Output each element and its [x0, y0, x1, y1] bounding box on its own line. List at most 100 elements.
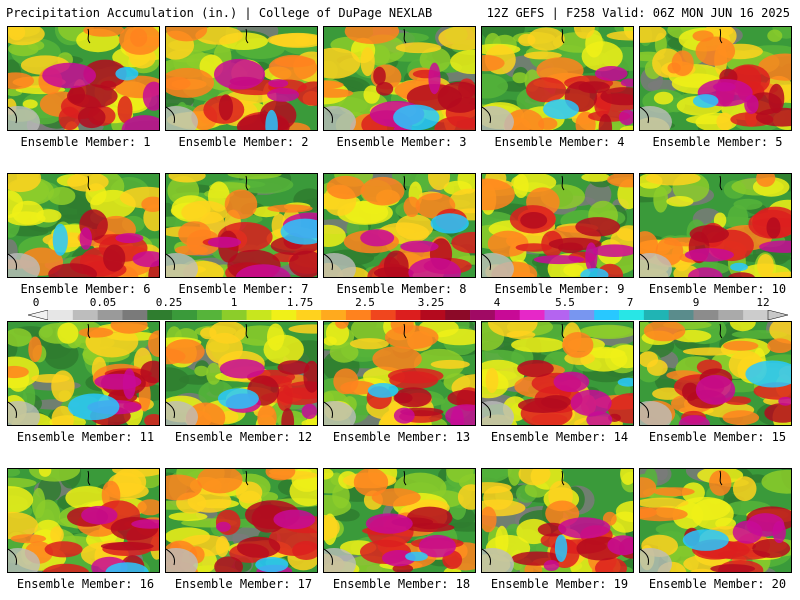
precip-contour: [22, 99, 38, 109]
precip-contour: [666, 196, 694, 207]
dry-area: [8, 253, 40, 277]
precip-contour: [376, 82, 394, 96]
precip-map: [323, 468, 476, 573]
precip-contour: [144, 414, 159, 425]
precip-contour: [482, 178, 515, 211]
precip-contour: [367, 383, 399, 398]
precip-contour: [360, 47, 375, 77]
precip-contour: [393, 104, 440, 130]
colorbar-tick-label: 0: [32, 296, 40, 309]
precip-contour: [265, 469, 296, 481]
precip-contour: [482, 55, 505, 72]
precip-contour: [653, 91, 674, 105]
precip-contour: [722, 410, 760, 425]
precip-map: [165, 173, 318, 278]
ensemble-member-label: Ensemble Member: 16: [16, 577, 155, 591]
precip-contour: [688, 267, 723, 277]
precip-contour: [403, 196, 421, 217]
precip-contour: [730, 262, 748, 272]
ensemble-member-label: Ensemble Member: 15: [648, 430, 787, 444]
precip-field: [482, 322, 633, 425]
dry-area: [8, 548, 40, 572]
precip-contour: [8, 174, 42, 193]
coastline: [640, 323, 723, 419]
dry-area: [640, 106, 672, 130]
precip-map: [7, 321, 160, 426]
coastline: [482, 470, 565, 566]
precip-contour: [732, 476, 757, 502]
colorbar-max-arrow: [767, 310, 788, 320]
precip-contour: [8, 511, 39, 540]
precip-contour: [68, 393, 120, 421]
precip-contour: [617, 377, 633, 387]
precip-contour: [207, 236, 241, 248]
precip-contour: [121, 115, 159, 130]
precip-contour: [51, 405, 74, 425]
precip-contour: [267, 204, 313, 213]
precip-contour: [324, 515, 340, 541]
precip-contour: [361, 176, 405, 206]
precip-contour: [324, 88, 354, 98]
precip-contour: [255, 557, 289, 572]
precip-contour: [78, 327, 114, 338]
dry-area: [166, 253, 198, 277]
ensemble-member-label: Ensemble Member: 14: [490, 430, 629, 444]
coastline: [324, 323, 407, 419]
precip-contour: [768, 83, 785, 114]
precip-contour: [215, 509, 241, 536]
precip-contour: [570, 389, 612, 417]
precip-contour: [536, 57, 584, 84]
precip-map: [323, 26, 476, 131]
precip-contour: [393, 407, 415, 424]
precip-contour: [224, 189, 258, 220]
colorbar-tick-label: 0.25: [155, 296, 183, 309]
colorbar-swatch: [494, 310, 521, 320]
precip-contour: [257, 404, 277, 425]
precip-contour: [517, 360, 554, 378]
coastline: [640, 28, 723, 124]
precip-contour: [363, 85, 380, 104]
precip-contour: [595, 557, 627, 572]
colorbar-swatch: [718, 310, 744, 320]
precip-contour: [388, 272, 411, 277]
precip-contour: [438, 27, 475, 51]
precip-contour: [365, 513, 413, 534]
ensemble-member-label: Ensemble Member: 3: [336, 135, 467, 149]
dry-area: [324, 106, 356, 130]
precip-contour: [446, 469, 474, 483]
precip-contour: [110, 322, 148, 334]
precip-field: [166, 174, 317, 277]
precip-contour: [640, 497, 689, 509]
colorbar-swatch: [72, 310, 98, 320]
precip-contour: [268, 79, 289, 88]
precip-contour: [418, 534, 456, 558]
ensemble-member-label: Ensemble Member: 11: [16, 430, 155, 444]
precip-contour: [52, 223, 68, 256]
precip-contour: [301, 403, 317, 419]
precip-contour: [645, 174, 701, 186]
precip-contour: [83, 59, 127, 89]
colorbar-tick-label: 7: [626, 296, 634, 309]
dry-area: [640, 253, 672, 277]
precip-contour: [115, 67, 139, 81]
precip-contour: [131, 519, 159, 529]
precip-contour: [562, 332, 594, 358]
precip-contour: [8, 486, 34, 514]
precip-contour: [504, 109, 545, 130]
precip-contour: [515, 243, 552, 252]
precip-contour: [251, 504, 286, 533]
precip-contour: [600, 87, 633, 106]
precip-contour: [543, 560, 560, 571]
precip-contour: [692, 94, 719, 108]
precip-contour: [166, 67, 215, 98]
precip-contour: [457, 484, 475, 510]
precip-field: [8, 322, 159, 425]
precip-contour: [395, 42, 442, 54]
precip-contour: [324, 47, 361, 79]
dry-area: [8, 401, 40, 425]
ensemble-member-label: Ensemble Member: 10: [648, 282, 787, 296]
coastline: [8, 470, 91, 566]
colorbar-swatch: [420, 310, 446, 320]
precip-contour: [640, 506, 657, 519]
precip-contour: [259, 492, 279, 502]
